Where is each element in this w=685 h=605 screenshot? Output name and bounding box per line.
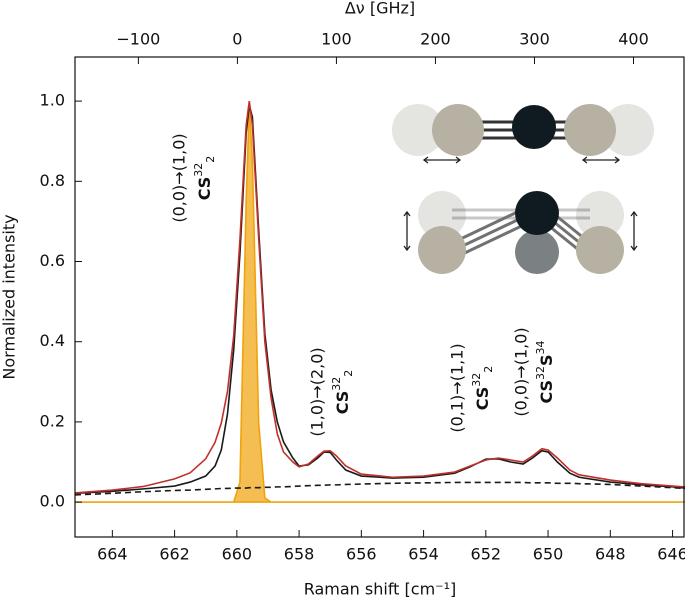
area [75, 105, 685, 503]
species-part: 32 [192, 163, 205, 177]
molecule-diagram [392, 104, 654, 274]
line [74, 104, 685, 495]
x-tick-label: 654 [408, 545, 439, 564]
annotation-species: CS322 [470, 366, 495, 411]
annotation: (0,0)→(1,0) [170, 133, 189, 222]
plot-area [74, 101, 685, 503]
x2-tick-label: 300 [519, 30, 550, 49]
y-tick-label: 0.0 [40, 492, 65, 511]
annotation: (1,0)→(2,0) [308, 347, 327, 436]
species-part: S [537, 354, 556, 366]
species-part: CS [333, 391, 352, 415]
line [74, 481, 685, 496]
y-tick-label: 0.2 [40, 411, 65, 430]
x2-tick-label: 0 [232, 30, 242, 49]
y-tick-label: 0.8 [40, 171, 65, 190]
line [74, 101, 685, 494]
ghost-atom [602, 104, 654, 156]
x-tick-label: 648 [595, 545, 626, 564]
ghost-atom [392, 104, 444, 156]
annotation-species: CS322 [330, 370, 355, 415]
species-part: 2 [482, 366, 495, 373]
species-part: CS [473, 387, 492, 411]
y-tick-label: 0.6 [40, 251, 65, 270]
x-tick-label: 664 [97, 545, 128, 564]
ghost-atom [515, 230, 559, 274]
species-part: 2 [204, 156, 217, 163]
x-tick-label: 662 [159, 545, 190, 564]
atom [564, 104, 616, 156]
x-tick-label: 656 [346, 545, 377, 564]
atom [515, 191, 559, 235]
plot-frame [74, 56, 685, 538]
x2-tick-label: 400 [618, 30, 649, 49]
species-part: CS [537, 380, 556, 404]
x-tick-label: 652 [471, 545, 502, 564]
ghost-atom [418, 191, 466, 239]
atom [418, 226, 466, 274]
x2-tick-label: 200 [420, 30, 451, 49]
annotation-species: CS322 [192, 156, 217, 201]
atom [512, 105, 556, 149]
ghost-atom [576, 191, 624, 239]
species-part: CS [195, 177, 214, 201]
species-part: 34 [534, 340, 547, 354]
x-tick-label: 658 [284, 545, 315, 564]
species-part: 32 [534, 366, 547, 380]
x-tick-label: 660 [222, 545, 253, 564]
x2-tick-label: 100 [321, 30, 352, 49]
x-tick-label: 646 [657, 545, 685, 564]
arrow [403, 156, 638, 252]
x2-axis-label: Δν [GHz] [345, 0, 415, 18]
y-tick-label: 0.4 [40, 331, 65, 350]
y-axis-label: Normalized intensity [0, 214, 19, 379]
x-tick-label: 650 [533, 545, 564, 564]
y-tick-label: 1.0 [40, 91, 65, 110]
species-part: 32 [470, 373, 483, 387]
annotation: (0,0)→(1,0) [512, 327, 531, 416]
species-part: 32 [330, 377, 343, 391]
x-axis-label: Raman shift [cm⁻¹] [304, 580, 457, 599]
species-part: 2 [342, 370, 355, 377]
atom [432, 104, 484, 156]
annotation: (0,1)→(1,1) [448, 343, 467, 432]
atom [576, 226, 624, 274]
annotation-species: CS32S34 [534, 340, 556, 403]
x2-tick-label: −100 [116, 30, 160, 49]
